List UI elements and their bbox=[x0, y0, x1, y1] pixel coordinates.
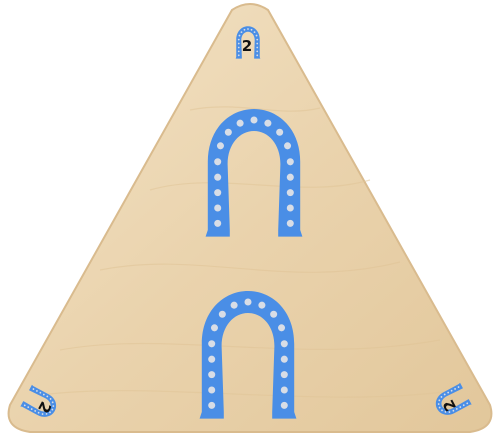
nail-hole bbox=[218, 310, 226, 318]
nail-hole bbox=[247, 28, 249, 30]
nail-hole bbox=[237, 46, 240, 49]
horseshoe-icon bbox=[435, 382, 472, 415]
nail-hole bbox=[208, 401, 216, 409]
horseshoe-group bbox=[20, 26, 472, 419]
nail-hole bbox=[286, 173, 294, 181]
nail-hole bbox=[286, 204, 294, 212]
nail-hole bbox=[438, 406, 441, 409]
nail-hole bbox=[448, 411, 451, 413]
nail-hole bbox=[443, 393, 446, 396]
nail-hole bbox=[258, 301, 266, 309]
nail-hole bbox=[256, 42, 259, 45]
nail-hole bbox=[240, 31, 243, 34]
nail-hole bbox=[447, 391, 450, 394]
nail-hole bbox=[208, 355, 216, 363]
nail-hole bbox=[454, 388, 456, 390]
nail-hole bbox=[286, 158, 294, 166]
nail-hole bbox=[210, 324, 218, 332]
nail-hole bbox=[280, 340, 288, 348]
wood-tile-body bbox=[7, 3, 493, 433]
nail-hole bbox=[280, 371, 288, 379]
wood-grain bbox=[39, 106, 461, 398]
nail-hole bbox=[51, 401, 54, 404]
nail-hole bbox=[42, 393, 45, 396]
nail-hole bbox=[244, 298, 252, 306]
corner-number-top: 2 bbox=[242, 37, 252, 55]
nail-hole bbox=[457, 386, 460, 388]
nail-hole bbox=[238, 34, 241, 37]
nail-hole bbox=[208, 371, 216, 379]
nail-hole bbox=[256, 54, 259, 57]
nail-hole bbox=[256, 50, 259, 53]
nail-hole bbox=[250, 116, 258, 124]
nail-hole bbox=[52, 405, 55, 407]
nail-hole bbox=[255, 34, 258, 37]
nail-hole bbox=[256, 38, 259, 41]
nail-hole bbox=[230, 301, 238, 309]
nail-hole bbox=[237, 38, 240, 41]
nail-hole bbox=[278, 324, 286, 332]
nail-hole bbox=[253, 31, 256, 34]
nail-hole bbox=[250, 28, 253, 31]
nail-hole bbox=[30, 408, 33, 410]
nail-hole bbox=[450, 389, 453, 392]
nail-hole bbox=[437, 403, 440, 405]
nail-hole bbox=[284, 142, 292, 150]
nail-hole bbox=[49, 411, 51, 414]
nail-hole bbox=[466, 402, 469, 405]
nail-hole bbox=[276, 128, 284, 136]
horseshoe-icon bbox=[199, 291, 297, 419]
nail-hole bbox=[455, 407, 458, 410]
horseshoe-icon bbox=[20, 384, 57, 417]
nail-hole bbox=[37, 411, 40, 414]
nail-hole bbox=[441, 409, 443, 412]
nail-hole bbox=[462, 404, 465, 407]
nail-hole bbox=[452, 409, 455, 412]
nail-hole bbox=[214, 219, 222, 227]
nail-hole bbox=[39, 391, 42, 394]
nail-hole bbox=[256, 46, 259, 49]
nail-hole bbox=[286, 219, 294, 227]
nail-hole bbox=[49, 398, 52, 400]
nail-hole bbox=[280, 401, 288, 409]
nail-hole bbox=[208, 340, 216, 348]
nail-hole bbox=[27, 406, 30, 409]
nail-hole bbox=[224, 128, 232, 136]
nail-hole bbox=[438, 399, 441, 402]
nail-hole bbox=[264, 119, 272, 127]
nail-hole bbox=[32, 388, 35, 390]
nail-hole bbox=[34, 409, 37, 412]
horseshoe-icon bbox=[235, 26, 261, 59]
nail-hole bbox=[51, 408, 54, 411]
nail-hole bbox=[214, 173, 222, 181]
nail-hole bbox=[45, 412, 48, 415]
nail-hole bbox=[216, 142, 224, 150]
nail-hole bbox=[237, 50, 240, 53]
nail-hole bbox=[440, 396, 443, 398]
nail-hole bbox=[237, 54, 240, 57]
horseshoe-icon bbox=[205, 109, 303, 237]
nail-hole bbox=[236, 119, 244, 127]
nail-hole bbox=[459, 406, 462, 408]
nail-hole bbox=[270, 310, 278, 318]
nail-hole bbox=[214, 158, 222, 166]
nail-hole bbox=[23, 404, 26, 407]
nail-hole bbox=[41, 413, 44, 415]
nail-hole bbox=[214, 189, 222, 197]
nail-hole bbox=[237, 42, 240, 45]
nail-hole bbox=[208, 386, 216, 394]
nail-hole bbox=[280, 355, 288, 363]
nail-hole bbox=[286, 189, 294, 197]
nail-hole bbox=[36, 390, 38, 392]
nail-hole bbox=[280, 386, 288, 394]
nail-hole bbox=[243, 28, 246, 31]
nail-hole bbox=[46, 395, 49, 398]
nail-hole bbox=[444, 410, 447, 413]
nail-hole bbox=[214, 204, 222, 212]
